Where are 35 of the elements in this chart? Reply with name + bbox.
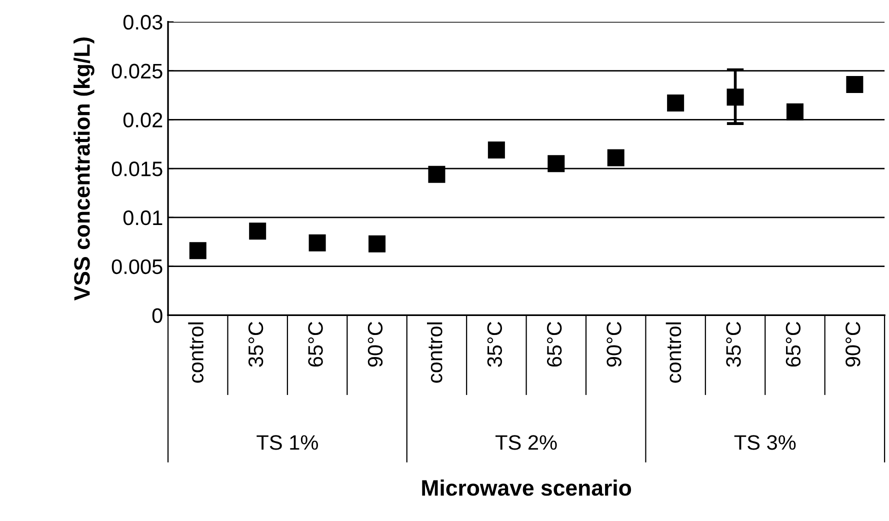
text: TS 3% — [734, 435, 796, 450]
point — [368, 235, 386, 252]
point — [428, 166, 446, 183]
x-axis-title: Microwave scenario — [422, 479, 632, 496]
point — [308, 234, 326, 252]
x-tick-label: 35°C — [487, 322, 502, 367]
y-tick-label: 0 — [152, 308, 162, 323]
x-tick-label: 65°C — [786, 322, 801, 367]
x-tick-label: 35°C — [726, 322, 741, 367]
x-tick-label: 35°C — [248, 322, 264, 367]
point — [189, 242, 206, 260]
point — [846, 76, 864, 93]
x-tick-label: 90°C — [606, 322, 622, 367]
y-tick-label: 0.03 — [123, 14, 162, 30]
y-tick-label: 0.01 — [123, 210, 162, 226]
x-tick-label: 90°C — [846, 322, 860, 367]
point — [786, 103, 804, 120]
x-tick-label: control — [427, 322, 442, 383]
y-tick-label: 0.025 — [112, 64, 162, 79]
y-axis-title: VSS concentration (kg/L) — [74, 38, 94, 300]
point — [607, 149, 624, 166]
y-tick-label: 0.005 — [112, 259, 162, 274]
point — [548, 155, 565, 172]
point — [488, 141, 505, 158]
y-tick-label: 0.015 — [112, 162, 162, 176]
point — [249, 222, 266, 240]
x-tick-label: 90°C — [368, 322, 383, 367]
y-tick-label: 0.02 — [123, 112, 162, 128]
x-tick-label: 65°C — [546, 322, 562, 367]
x-tick-label: control — [666, 322, 682, 383]
x-tick-label: 65°C — [308, 322, 323, 367]
text: TS 1% — [256, 435, 318, 450]
point — [667, 94, 684, 112]
x-tick-label: control — [188, 322, 204, 383]
text: TS 2% — [495, 435, 557, 450]
